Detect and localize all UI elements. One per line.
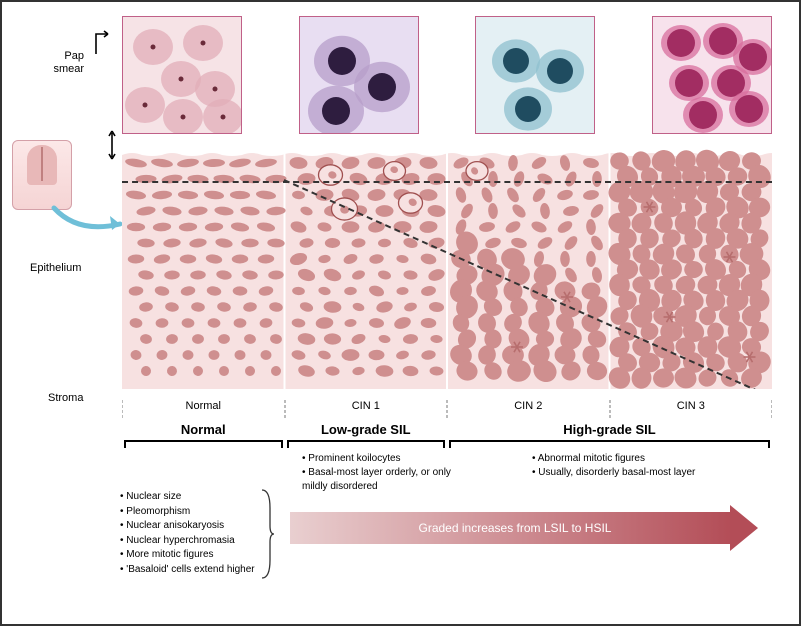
class-bracket — [449, 440, 770, 448]
class-label: Low-grade SIL — [285, 422, 448, 437]
pap-smear-label: Pap smear — [44, 50, 84, 76]
stage-label-cin1: CIN 1 — [285, 400, 448, 418]
classification-bar: NormalLow-grade SILHigh-grade SIL — [122, 426, 772, 448]
class-label: High-grade SIL — [447, 422, 772, 437]
pap-thumb-normal — [122, 16, 242, 134]
anatomy-inset — [12, 140, 72, 210]
pap-thumb-cin-2 — [475, 16, 595, 134]
low-grade-item: Basal-most layer orderly, or only mildly… — [302, 466, 462, 494]
low-grade-item: Prominent koilocytes — [302, 452, 462, 466]
low-grade-features: Prominent koilocytesBasal-most layer ord… — [292, 452, 462, 494]
high-grade-item: Usually, disorderly basal-most layer — [532, 466, 742, 480]
stroma-label: Stroma — [48, 392, 83, 404]
stage-label-cin3: CIN 3 — [610, 400, 773, 418]
class-bracket — [287, 440, 446, 448]
cervical-canal — [41, 147, 43, 181]
stage-label-row: NormalCIN 1CIN 2CIN 3 — [122, 400, 772, 418]
diagram-container: Pap smear Epithelium Stroma NormalCIN 1C… — [2, 2, 799, 624]
class-bracket — [124, 440, 283, 448]
cervix-pointer-arrow — [48, 202, 128, 242]
pap-thumb-cin-3 — [652, 16, 772, 134]
epithelium-label: Epithelium — [30, 262, 81, 274]
high-grade-features: Abnormal mitotic figuresUsually, disorde… — [522, 452, 742, 480]
brace-icon — [260, 488, 274, 580]
epithelium-block — [122, 147, 772, 389]
surface-double-arrow — [107, 130, 117, 160]
stage-label-normal: Normal — [122, 400, 285, 418]
low-grade-list: Prominent koilocytesBasal-most layer ord… — [292, 452, 462, 494]
pap-thumbnail-row — [122, 16, 772, 134]
stage-label-cin2: CIN 2 — [447, 400, 610, 418]
high-grade-item: Abnormal mitotic figures — [532, 452, 742, 466]
high-grade-list: Abnormal mitotic figuresUsually, disorde… — [522, 452, 742, 480]
pap-thumb-cin-1 — [299, 16, 419, 134]
class-label: Normal — [122, 422, 285, 437]
basal-line — [122, 181, 772, 183]
pap-arrow — [92, 28, 112, 58]
gradient-arrow: Graded increases from LSIL to HSIL — [290, 512, 758, 544]
gradient-arrow-text: Graded increases from LSIL to HSIL — [290, 512, 740, 544]
